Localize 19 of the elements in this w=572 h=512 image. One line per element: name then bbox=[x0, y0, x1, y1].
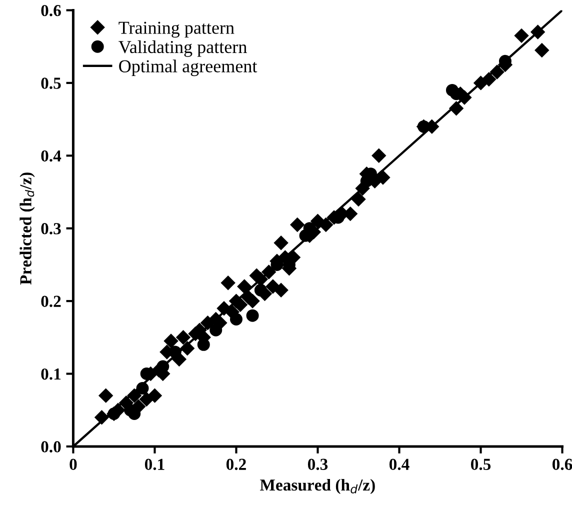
y-axis-title: Predicted (h$_{d}$/z) bbox=[20, 172, 35, 285]
y-tick-label: 0.4 bbox=[41, 150, 62, 162]
legend-label: Optimal agreement bbox=[119, 60, 258, 76]
legend-label: Validating pattern bbox=[118, 40, 247, 57]
x-tick-label: 0.2 bbox=[226, 458, 246, 470]
x-tick-label: 0.5 bbox=[470, 458, 491, 470]
y-tick-label: 0.2 bbox=[41, 296, 61, 308]
x-tick-label: 0.4 bbox=[389, 458, 410, 470]
y-tick-label: 0.3 bbox=[41, 223, 61, 234]
x-tick-label: 0.1 bbox=[144, 458, 164, 470]
legend-label: Training pattern bbox=[118, 22, 234, 38]
y-tick-label: 0.1 bbox=[41, 368, 61, 380]
x-axis-title: Measured (h$_{d}$/z) bbox=[260, 478, 375, 494]
y-tick-label: 0.6 bbox=[41, 4, 61, 16]
y-tick-label: 0.0 bbox=[41, 441, 61, 452]
x-tick-label: 0 bbox=[70, 458, 77, 470]
y-tick-label: 0.5 bbox=[41, 78, 61, 89]
x-tick-label: 0.3 bbox=[308, 458, 328, 470]
x-tick-label: 0.6 bbox=[552, 458, 572, 470]
